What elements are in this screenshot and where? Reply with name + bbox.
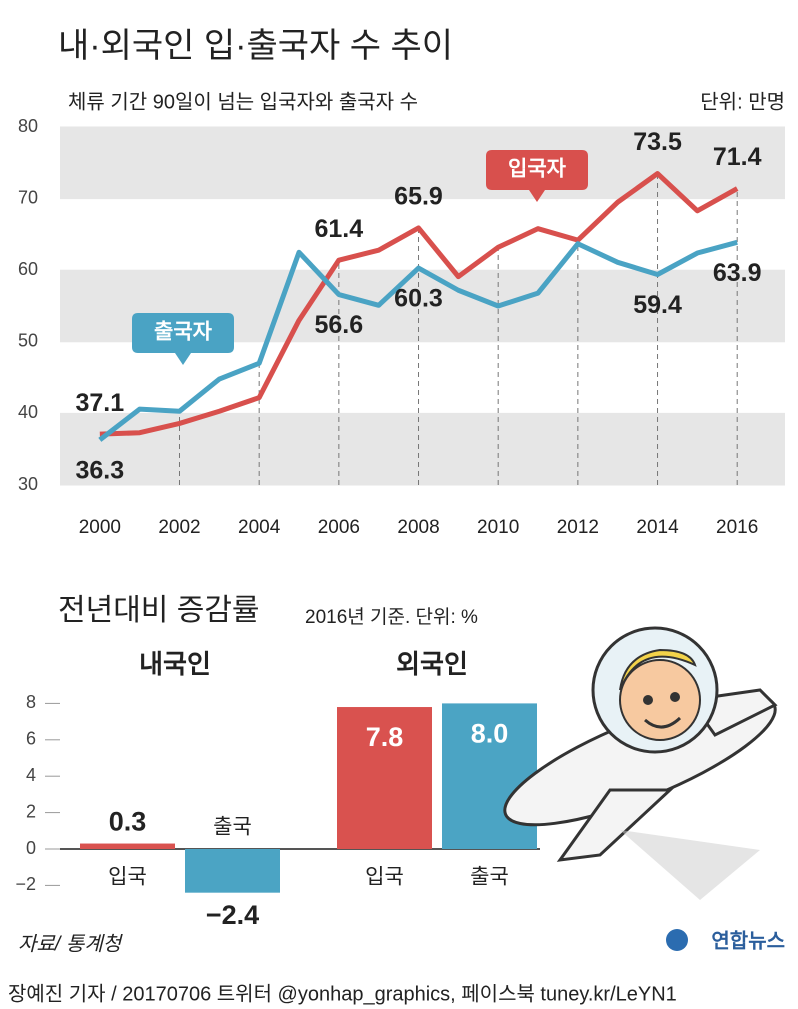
illustration (503, 626, 778, 900)
series-line (98, 239, 738, 442)
value-label: 63.9 (713, 259, 762, 287)
bar-category-label: 출국 (470, 866, 509, 889)
source: 자료/ 통계청 (18, 933, 124, 955)
y-tick-label: 8 (26, 692, 36, 712)
value-label: 56.6 (315, 311, 364, 339)
y-tick-label: 2 (26, 801, 36, 821)
unit-note: 단위: 만명 (700, 90, 785, 113)
chart-title: 전년대비 증감률 (58, 594, 260, 627)
y-tick-label: 4 (26, 765, 36, 785)
value-label: 8.0 (471, 719, 509, 749)
value-label: 61.4 (315, 215, 364, 243)
value-label: 65.9 (394, 183, 443, 211)
value-label: 0.3 (109, 807, 147, 837)
x-tick-label: 2012 (557, 517, 599, 538)
x-tick-label: 2004 (238, 517, 281, 538)
x-tick-label: 2000 (79, 517, 121, 538)
value-label: 59.4 (633, 291, 682, 319)
bar (185, 849, 280, 893)
chart-subtitle: 2016년 기준. 단위: % (305, 606, 478, 628)
band (60, 127, 785, 199)
y-tick-label: 70 (18, 187, 38, 207)
y-tick-label: 50 (18, 331, 38, 351)
y-tick-label: 6 (26, 729, 36, 749)
y-tick-label: 80 (18, 116, 38, 136)
y-tick-label: 60 (18, 259, 38, 279)
series-line (99, 171, 739, 437)
credit: 장예진 기자 / 20170706 트위터 @yonhap_graphics, … (8, 982, 677, 1005)
legend-bubble (486, 150, 588, 202)
chart-title: 내·외국인 입·출국자 수 추이 (58, 27, 453, 65)
x-tick-label: 2016 (716, 517, 758, 538)
legend-label: 출국자 (154, 321, 213, 344)
bar-category-label: 출국 (213, 816, 252, 839)
x-tick-label: 2006 (318, 517, 360, 538)
x-tick-label: 2010 (477, 517, 519, 538)
logo: 연합뉴스 (711, 929, 785, 952)
value-label: 36.3 (75, 457, 124, 485)
value-label: 37.1 (75, 389, 124, 417)
chart-subtitle: 체류 기간 90일이 넘는 입국자와 출국자 수 (68, 90, 418, 113)
x-tick-label: 2002 (158, 517, 200, 538)
y-tick-label: −2 (15, 874, 36, 894)
bar (80, 843, 175, 849)
legend-bubble (132, 313, 234, 365)
y-tick-label: 0 (26, 838, 36, 858)
group-label: 외국인 (396, 649, 468, 679)
x-tick-label: 2014 (636, 517, 679, 538)
value-label: −2.4 (206, 900, 259, 930)
x-tick-label: 2008 (397, 517, 439, 538)
y-tick-label: 30 (18, 474, 38, 494)
legend-label: 입국자 (508, 158, 567, 181)
bar (337, 707, 432, 849)
bar-category-label: 입국 (108, 866, 147, 889)
value-label: 7.8 (366, 722, 404, 752)
value-label: 73.5 (633, 128, 682, 156)
value-label: 60.3 (394, 285, 443, 313)
logo-icon (666, 929, 688, 951)
value-label: 71.4 (713, 143, 762, 171)
bar-category-label: 입국 (365, 866, 404, 889)
y-tick-label: 40 (18, 402, 38, 422)
group-label: 내국인 (139, 649, 211, 679)
